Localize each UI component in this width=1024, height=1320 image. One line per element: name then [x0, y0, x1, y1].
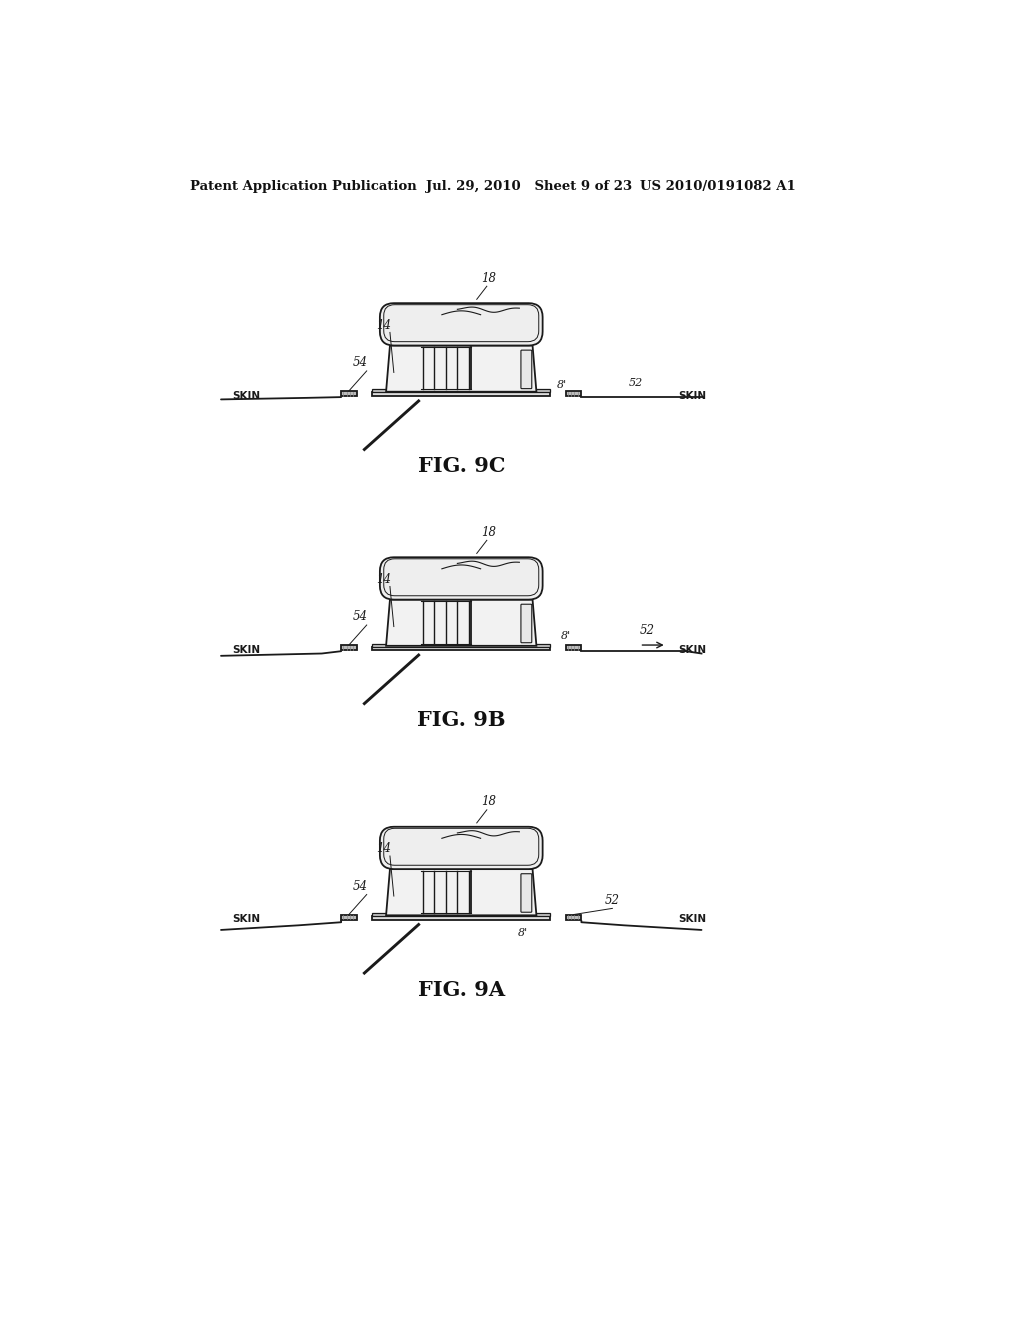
Text: 8': 8': [557, 380, 567, 389]
FancyBboxPatch shape: [521, 605, 531, 643]
Text: FIG. 9A: FIG. 9A: [418, 979, 505, 1001]
FancyBboxPatch shape: [521, 874, 531, 912]
Text: SKIN: SKIN: [678, 915, 707, 924]
Text: SKIN: SKIN: [232, 644, 261, 655]
Text: SKIN: SKIN: [678, 644, 707, 655]
Text: FIG. 9B: FIG. 9B: [417, 710, 506, 730]
Bar: [566, 391, 582, 396]
Text: SKIN: SKIN: [232, 391, 261, 400]
Polygon shape: [386, 599, 537, 645]
Text: 54: 54: [353, 880, 368, 892]
Bar: [341, 391, 356, 396]
Bar: [372, 916, 550, 920]
Bar: [566, 915, 582, 920]
Text: 18: 18: [481, 525, 496, 539]
Bar: [372, 644, 550, 647]
Text: 18: 18: [481, 795, 496, 808]
Text: US 2010/0191082 A1: US 2010/0191082 A1: [640, 181, 796, 194]
Text: 14: 14: [376, 318, 391, 331]
Text: 18: 18: [481, 272, 496, 285]
Bar: [372, 913, 550, 916]
Text: 54: 54: [353, 610, 368, 623]
Text: FIG. 9C: FIG. 9C: [418, 457, 505, 477]
FancyBboxPatch shape: [380, 557, 543, 599]
Text: 8': 8': [518, 928, 528, 939]
Text: Jul. 29, 2010   Sheet 9 of 23: Jul. 29, 2010 Sheet 9 of 23: [426, 181, 633, 194]
Polygon shape: [386, 346, 537, 392]
Text: 8': 8': [561, 631, 571, 642]
FancyBboxPatch shape: [380, 826, 543, 869]
Text: 52: 52: [629, 379, 643, 388]
Text: SKIN: SKIN: [678, 391, 707, 400]
Text: 52: 52: [640, 624, 654, 638]
FancyBboxPatch shape: [380, 304, 543, 346]
Polygon shape: [386, 869, 537, 915]
Bar: [372, 389, 550, 392]
Bar: [372, 392, 550, 396]
Bar: [341, 645, 356, 651]
Text: 14: 14: [376, 573, 391, 586]
Text: 52: 52: [605, 894, 620, 907]
Text: 14: 14: [376, 842, 391, 855]
Bar: [341, 915, 356, 920]
FancyBboxPatch shape: [521, 350, 531, 388]
Text: SKIN: SKIN: [232, 915, 261, 924]
Text: Patent Application Publication: Patent Application Publication: [190, 181, 417, 194]
Bar: [372, 647, 550, 651]
Bar: [566, 645, 582, 651]
Text: 54: 54: [353, 356, 368, 370]
